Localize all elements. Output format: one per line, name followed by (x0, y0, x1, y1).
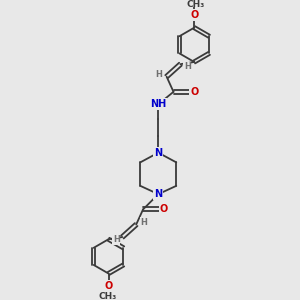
Text: O: O (190, 87, 198, 97)
Text: O: O (160, 204, 168, 214)
Text: N: N (154, 148, 162, 158)
Text: O: O (104, 281, 112, 291)
Text: O: O (190, 10, 198, 20)
Text: H: H (155, 70, 162, 79)
Text: CH₃: CH₃ (98, 292, 116, 300)
Text: N: N (154, 189, 162, 199)
Text: H: H (113, 235, 120, 244)
Text: CH₃: CH₃ (187, 0, 205, 9)
Text: H: H (184, 62, 191, 71)
Text: H: H (140, 218, 147, 227)
Text: NH: NH (150, 99, 167, 109)
